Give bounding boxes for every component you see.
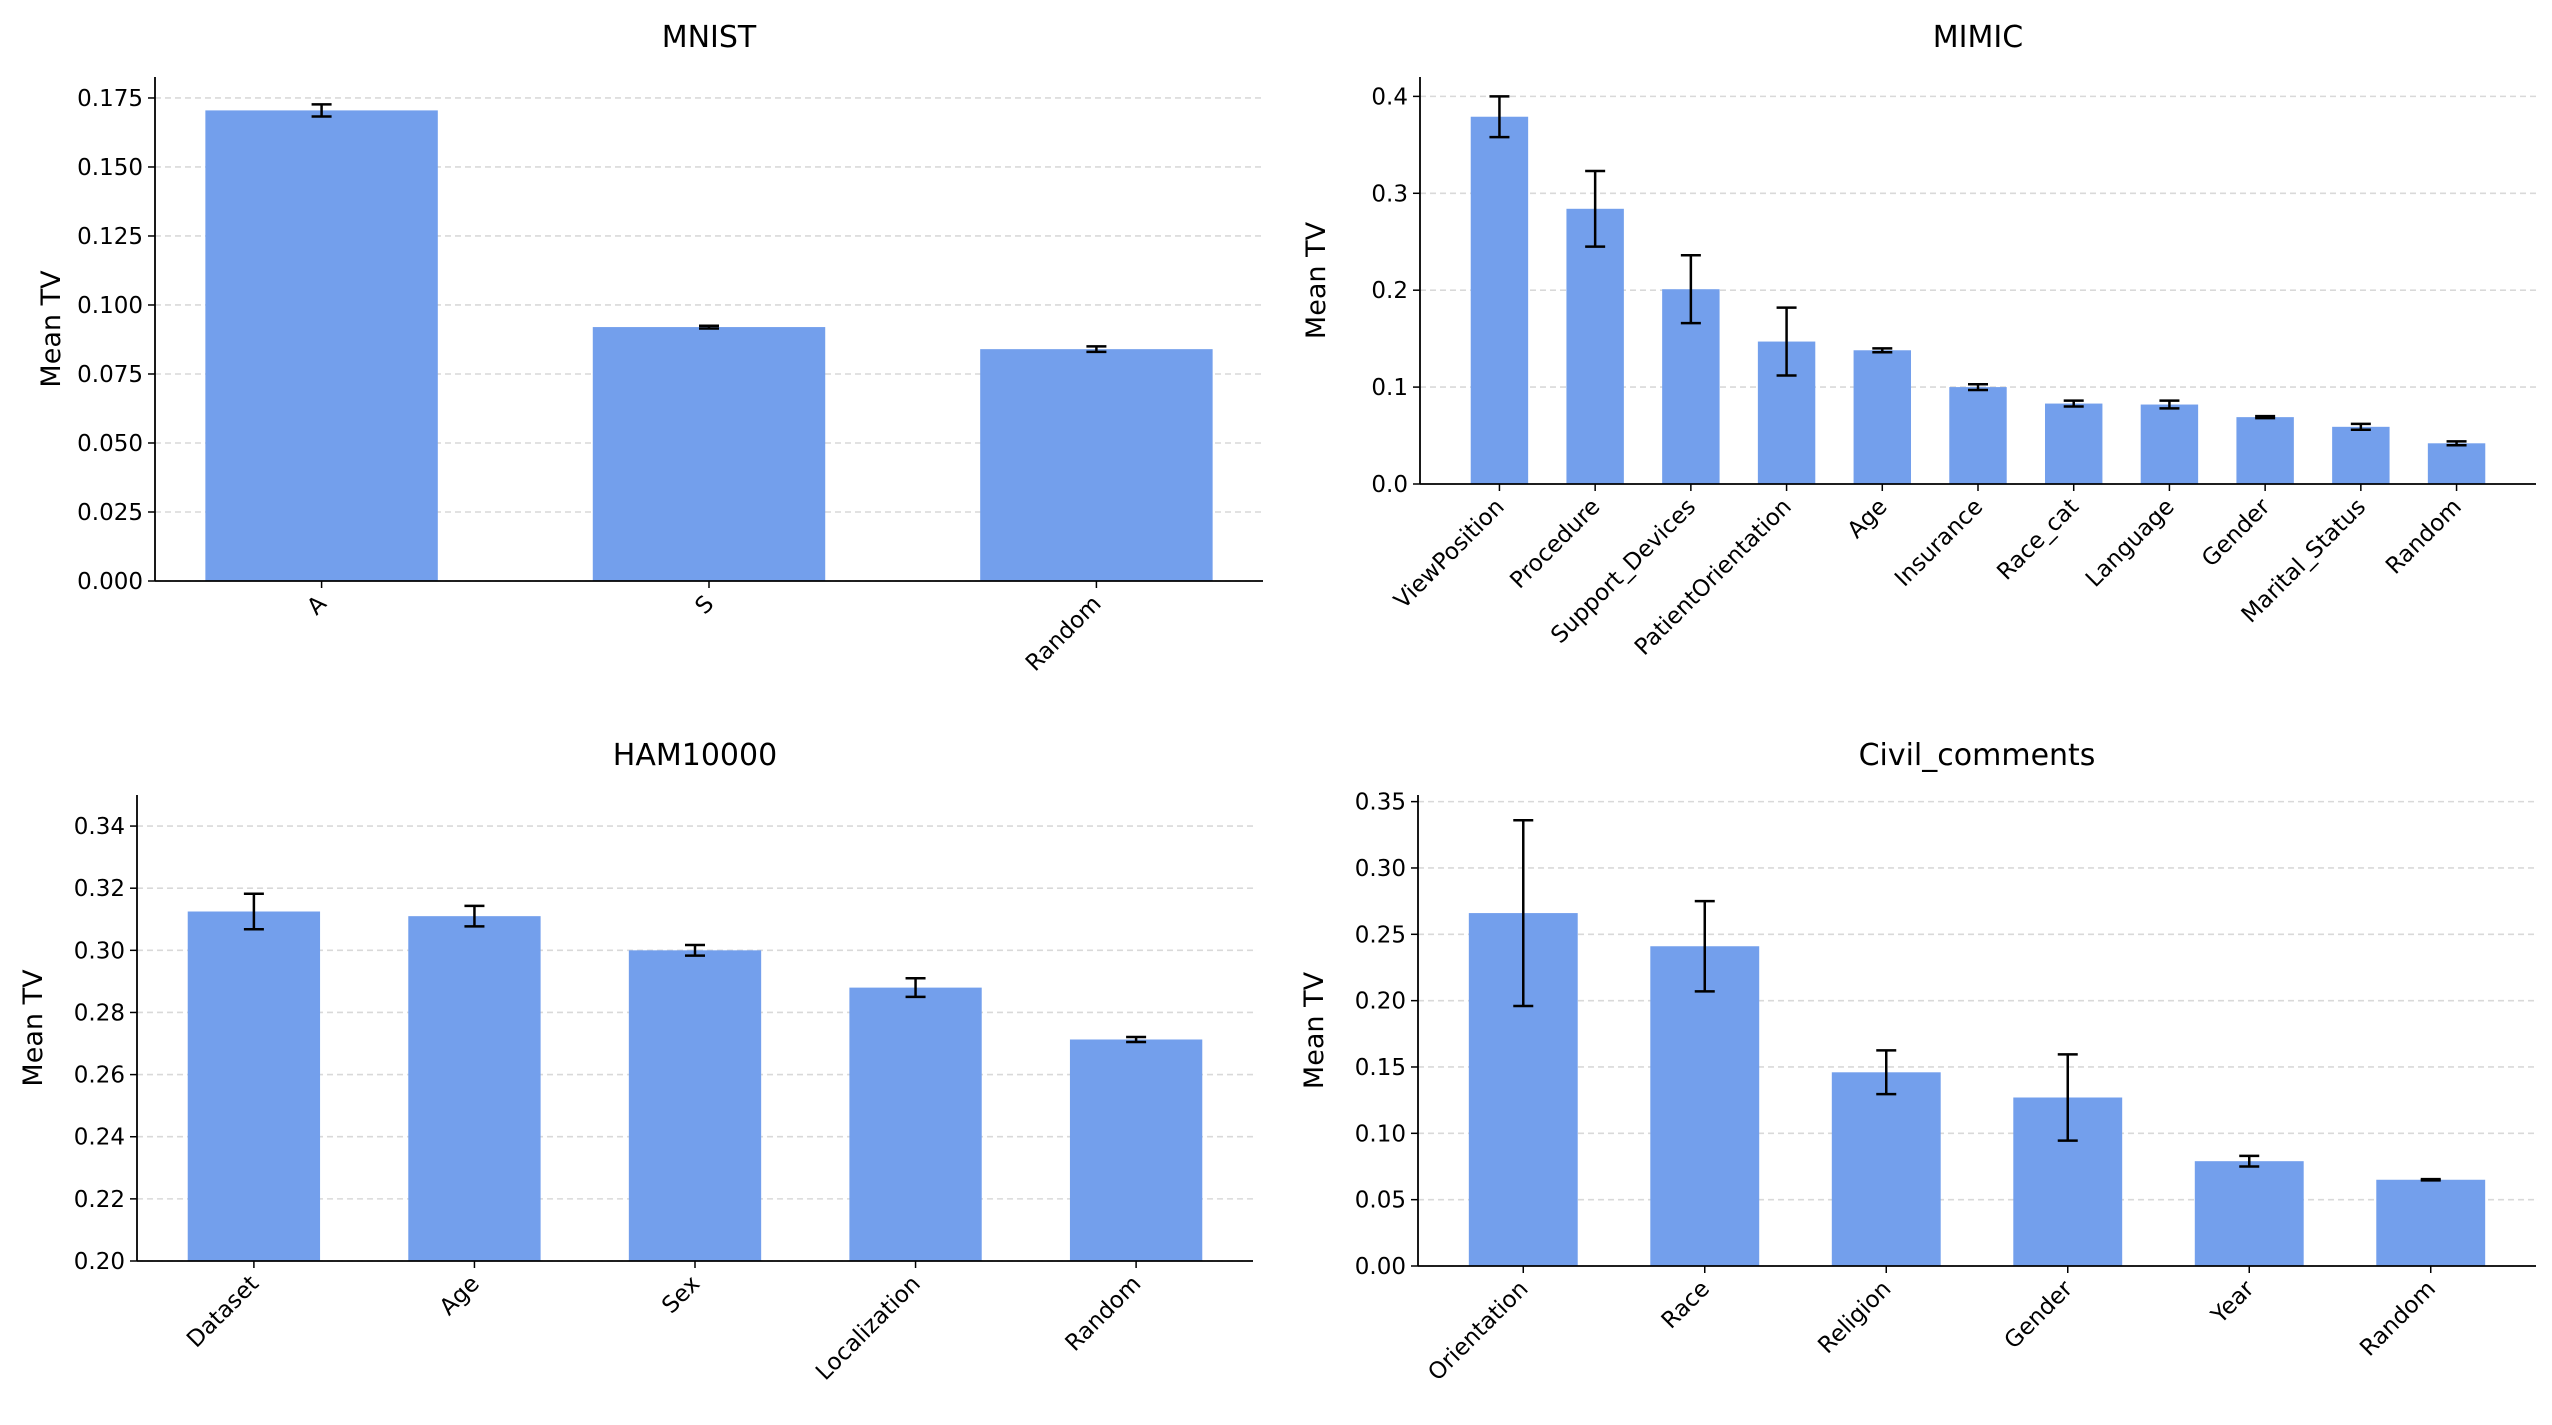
y-tick-label: 0.25 xyxy=(1355,922,1406,948)
y-tick-label: 0.100 xyxy=(77,293,143,319)
bar-religion xyxy=(1831,1072,1941,1266)
bar-race xyxy=(1650,946,1760,1266)
y-tick-label: 0.075 xyxy=(77,362,143,388)
bar-localization xyxy=(849,987,982,1261)
x-tick-label: Orientation xyxy=(1423,1276,1533,1386)
chart-mnist: MNIST Mean TV 0.000 0.025 0.050 0.075 0.100 0.1… xyxy=(36,20,1263,677)
x-tick-label: Random xyxy=(1021,591,1107,677)
bar-random xyxy=(1069,1039,1203,1261)
bar-procedure xyxy=(1566,208,1624,485)
y-tick-label: 0.30 xyxy=(1355,856,1406,882)
x-tick-label: Random xyxy=(1061,1271,1147,1357)
x-tick-label: Random xyxy=(2381,494,2467,580)
y-tick-label: 0.32 xyxy=(74,876,125,902)
x-tick-label: Random xyxy=(2355,1276,2441,1362)
y-axis-label: Mean TV xyxy=(18,969,49,1087)
y-tick-label: 0.26 xyxy=(74,1063,125,1089)
y-tick-label: 0.22 xyxy=(74,1187,125,1213)
y-axis-label: Mean TV xyxy=(36,270,67,388)
bar-age xyxy=(1853,350,1912,484)
bar-random xyxy=(2376,1179,2486,1266)
x-tick-label: A xyxy=(302,591,332,621)
x-tick-label: Gender xyxy=(2197,493,2276,572)
bar-dataset xyxy=(187,911,321,1261)
chart-title: MNIST xyxy=(662,20,757,55)
x-tick-label: Localization xyxy=(811,1271,926,1386)
y-axis-label: Mean TV xyxy=(1299,971,1330,1089)
bar-race_cat xyxy=(2044,403,2103,484)
x-tick-label: Religion xyxy=(1813,1276,1896,1359)
chart-ham10000: HAM10000 Mean TV 0.20 0.22 0.24 0.26 0.28 0.30 0… xyxy=(18,738,1253,1386)
bar-a xyxy=(205,110,438,582)
y-tick-label: 0.30 xyxy=(74,938,125,964)
x-tick-label: PatientOrientation xyxy=(1630,494,1797,661)
chart-title: MIMIC xyxy=(1933,20,2023,55)
y-tick-label: 0.1 xyxy=(1371,375,1408,401)
y-tick-label: 0.34 xyxy=(74,814,125,840)
y-tick-label: 0.2 xyxy=(1371,278,1408,304)
x-tick-label: Race xyxy=(1657,1276,1715,1334)
bar-random xyxy=(980,349,1213,581)
x-tick-label: Age xyxy=(435,1271,485,1321)
x-tick-label: Race_cat xyxy=(1992,494,2084,586)
chart-title: HAM10000 xyxy=(613,738,777,773)
y-tick-label: 0.28 xyxy=(74,1000,125,1026)
y-tick-label: 0.24 xyxy=(74,1125,125,1151)
y-tick-label: 0.05 xyxy=(1355,1188,1406,1214)
y-tick-label: 0.4 xyxy=(1371,84,1408,110)
y-tick-label: 0.10 xyxy=(1355,1121,1406,1147)
y-tick-label: 0.150 xyxy=(77,155,143,181)
chart-civil_comments: Civil_comments Mean TV 0.00 0.05 0.10 0.15 0.2… xyxy=(1299,738,2536,1386)
x-tick-label: S xyxy=(691,591,720,620)
x-tick-label: Gender xyxy=(2000,1275,2079,1354)
x-tick-label: Sex xyxy=(657,1271,705,1319)
bar-s xyxy=(592,327,826,581)
y-tick-label: 0.35 xyxy=(1355,790,1406,816)
x-tick-label: Procedure xyxy=(1505,494,1605,594)
bar-language xyxy=(2140,404,2199,484)
y-tick-label: 0.025 xyxy=(77,500,143,526)
bar-marital_status xyxy=(2332,426,2390,484)
y-tick-label: 0.050 xyxy=(77,431,143,457)
y-axis-label: Mean TV xyxy=(1301,221,1332,339)
bar-gender xyxy=(2236,417,2294,484)
x-tick-label: Language xyxy=(2081,494,2180,593)
bar-sex xyxy=(628,950,762,1261)
x-tick-label: Age xyxy=(1843,494,1893,544)
y-tick-label: 0.000 xyxy=(77,569,143,595)
bar-age xyxy=(408,916,541,1261)
y-tick-label: 0.20 xyxy=(1355,989,1406,1015)
y-tick-label: 0.3 xyxy=(1371,181,1408,207)
y-tick-label: 0.0 xyxy=(1371,472,1408,498)
x-tick-label: Year xyxy=(2206,1275,2260,1329)
y-tick-label: 0.00 xyxy=(1355,1254,1406,1280)
bar-year xyxy=(2194,1161,2304,1266)
y-tick-label: 0.175 xyxy=(77,86,143,112)
y-tick-label: 0.125 xyxy=(77,224,143,250)
chart-title: Civil_comments xyxy=(1859,738,2096,773)
bar-insurance xyxy=(1949,387,2007,484)
y-tick-label: 0.15 xyxy=(1355,1055,1406,1081)
x-tick-label: Dataset xyxy=(182,1271,264,1353)
x-tick-label: ViewPosition xyxy=(1389,494,1509,614)
y-tick-label: 0.20 xyxy=(74,1249,125,1275)
x-tick-label: Insurance xyxy=(1890,494,1988,592)
bar-random xyxy=(2427,443,2486,484)
bar-viewposition xyxy=(1470,116,1529,484)
